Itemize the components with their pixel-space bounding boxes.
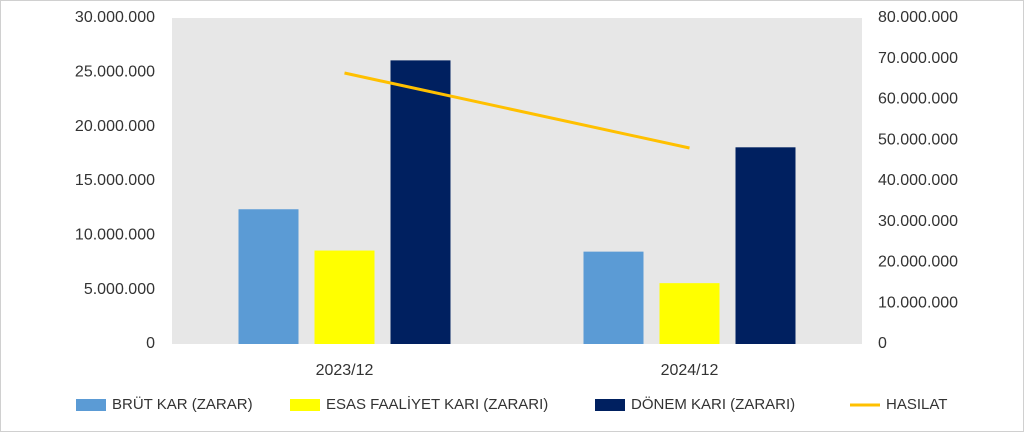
y2-tick-label: 80.000.000 — [878, 9, 958, 26]
bar — [659, 283, 720, 344]
y2-tick-label: 60.000.000 — [878, 91, 958, 108]
legend-label: ESAS FAALİYET KARI (ZARARI) — [326, 395, 548, 413]
bar — [390, 60, 451, 344]
y2-tick-label: 50.000.000 — [878, 131, 958, 148]
bar — [583, 251, 644, 344]
y2-tick-label: 40.000.000 — [878, 172, 958, 189]
legend-label: DÖNEM KARI (ZARARI) — [631, 395, 795, 413]
line-series — [344, 71, 690, 150]
y-tick-label: 10.000.000 — [75, 227, 155, 244]
x-tick-label: 2024/12 — [661, 362, 719, 379]
y-tick-label: 15.000.000 — [75, 172, 155, 189]
legend-label: HASILAT — [886, 396, 947, 413]
y-tick-label: 20.000.000 — [75, 118, 155, 135]
y2-tick-label: 10.000.000 — [878, 294, 958, 311]
y2-tick-label: 20.000.000 — [878, 254, 958, 271]
legend-label: BRÜT KAR (ZARAR) — [112, 395, 253, 413]
legend-swatch — [595, 399, 625, 411]
bar — [314, 250, 375, 344]
y-tick-label: 5.000.000 — [84, 281, 155, 298]
y2-tick-label: 70.000.000 — [878, 50, 958, 67]
y2-tick-label: 30.000.000 — [878, 213, 958, 230]
legend-swatch — [76, 399, 106, 411]
x-tick-label: 2023/12 — [316, 362, 374, 379]
y-tick-label: 0 — [146, 335, 155, 352]
bar — [238, 209, 299, 344]
bar — [735, 147, 796, 344]
y-tick-label: 25.000.000 — [75, 64, 155, 81]
y2-tick-label: 0 — [878, 335, 887, 352]
y-tick-label: 30.000.000 — [75, 9, 155, 26]
legend-swatch — [290, 399, 320, 411]
